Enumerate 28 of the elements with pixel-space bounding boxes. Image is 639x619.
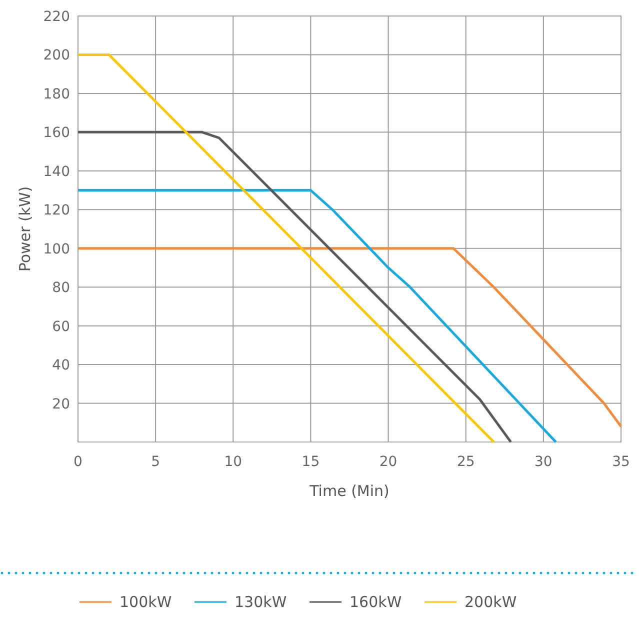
y-tick-label: 120	[43, 202, 70, 219]
y-axis-title: Power (kW)	[16, 186, 34, 272]
y-tick-label: 220	[43, 9, 70, 25]
line-series	[76, 130, 512, 444]
legend-label: 130kW	[234, 593, 287, 611]
line-series	[76, 189, 558, 444]
legend-label: 100kW	[120, 593, 172, 611]
x-tick-label: 10	[224, 454, 242, 470]
y-tick-label: 160	[43, 125, 70, 142]
legend-label: 200kW	[464, 593, 517, 611]
x-axis-title: Time (Min)	[308, 482, 390, 500]
y-tick-label: 20	[52, 396, 70, 412]
y-tick-label: 100	[43, 241, 70, 258]
x-tick-label: 25	[456, 454, 475, 470]
y-tick-label: 80	[52, 280, 70, 296]
x-tick-label: 5	[151, 454, 160, 470]
x-tick-label: 35	[612, 454, 630, 470]
y-tick-label: 140	[43, 164, 70, 180]
x-tick-label: 20	[379, 454, 398, 470]
y-tick-label: 40	[52, 358, 70, 374]
line-series	[76, 247, 622, 428]
x-tick-label: 15	[302, 454, 320, 470]
legend-label: 160kW	[350, 593, 402, 611]
y-tick-label: 180	[43, 86, 70, 102]
x-tick-label: 30	[534, 454, 552, 470]
y-tick-label: 200	[43, 48, 70, 64]
x-tick-label: 0	[74, 454, 82, 470]
y-tick-label: 60	[52, 318, 70, 335]
